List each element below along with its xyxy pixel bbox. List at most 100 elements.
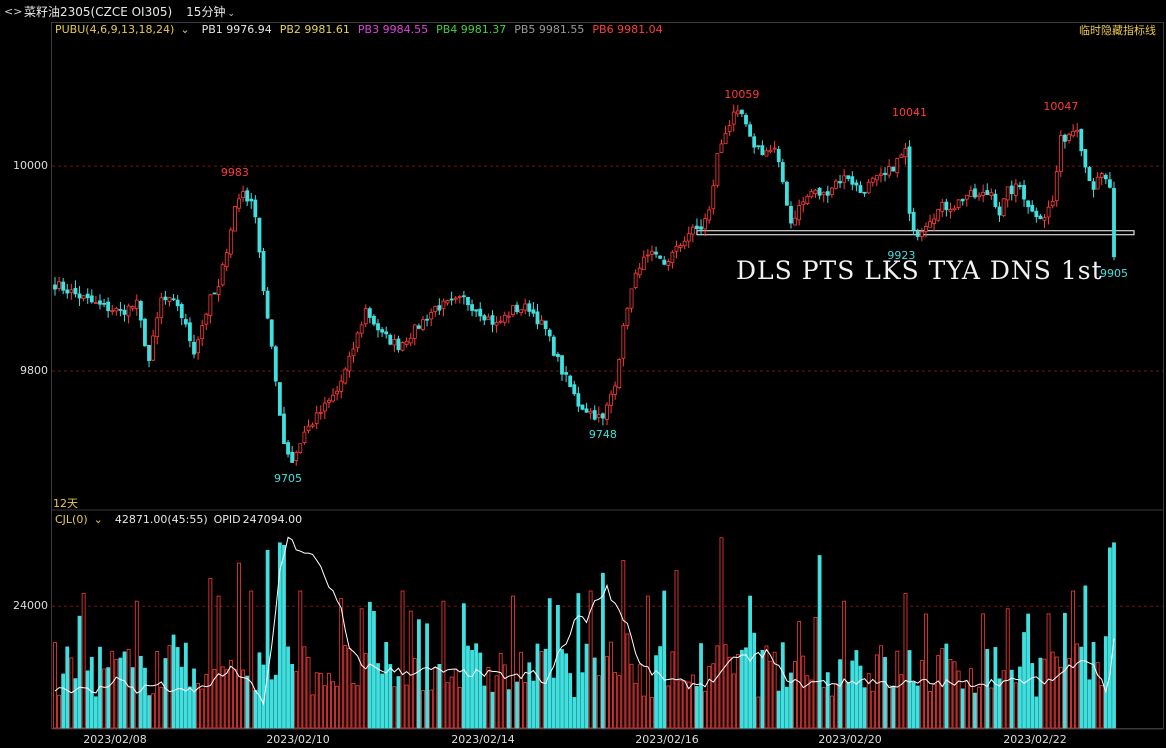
volume-bar	[102, 668, 106, 729]
candle-body	[282, 413, 286, 445]
candle-body	[400, 342, 405, 351]
volume-bar	[1046, 613, 1051, 729]
volume-bar	[670, 651, 675, 729]
volume-bar	[883, 657, 887, 729]
candle-body	[220, 264, 225, 286]
price-extreme-label: 9923	[887, 249, 916, 263]
candle-body	[106, 301, 111, 312]
volume-bar	[265, 550, 270, 729]
chevron-down-icon[interactable]: ⌄	[93, 513, 103, 526]
period-selector[interactable]: 15分钟 ⌄	[186, 3, 235, 20]
volume-bar	[122, 651, 127, 729]
candle-body	[417, 325, 421, 329]
volume-bar	[228, 660, 233, 729]
volume-bar	[245, 675, 250, 729]
x-tick-label: 2023/02/14	[451, 733, 515, 746]
candle-body	[134, 299, 139, 309]
indicator-name[interactable]: PUBU(4,6,9,13,18,24) ⌄	[55, 23, 190, 36]
candle-body	[703, 218, 708, 230]
volume-bar	[1095, 662, 1100, 729]
candle-body	[764, 150, 769, 157]
volume-bar	[1013, 682, 1018, 729]
candle-body	[805, 195, 810, 205]
volume-legend: CJL(0) ⌄ 42871.00(45:55) OPID 247094.00	[55, 513, 308, 526]
volume-bar	[233, 669, 237, 729]
volume-bar	[224, 669, 229, 729]
volume-bar	[907, 650, 912, 729]
overlay-annotation: DLS PTS LKS TYA DNS 1st	[736, 256, 1103, 285]
volume-bar	[887, 685, 892, 729]
volume-bar	[846, 682, 851, 729]
candle-body	[924, 226, 928, 232]
candle-body	[952, 207, 957, 211]
volume-bar	[81, 593, 86, 729]
volume-bar	[911, 681, 916, 729]
candle-body	[130, 306, 135, 309]
chevron-down-icon[interactable]: ⌄	[180, 23, 190, 36]
volume-bar	[118, 657, 123, 729]
volume-bar	[895, 650, 900, 729]
volume-bar	[617, 675, 622, 729]
candle-body	[756, 145, 761, 148]
volume-bar	[73, 678, 78, 729]
candle-body	[188, 322, 192, 342]
volume-bar	[985, 648, 990, 729]
candle-body	[576, 393, 581, 407]
volume-bar	[1034, 696, 1039, 729]
candle-body	[494, 322, 499, 326]
volume-bar	[964, 680, 969, 729]
candle-body	[1079, 128, 1084, 152]
volume-bar	[453, 668, 458, 729]
volume-bar	[870, 690, 875, 729]
volume-bar	[899, 674, 904, 729]
volume-bar	[752, 632, 757, 729]
volume-bar	[249, 590, 254, 729]
candle-body	[461, 295, 466, 298]
candle-body	[1050, 201, 1055, 207]
volume-bar	[592, 657, 597, 729]
volume-bar	[760, 649, 765, 729]
instrument-title[interactable]: 菜籽油2305(CZCE OI305)	[24, 4, 173, 19]
volume-bar	[1030, 663, 1035, 729]
volume-bar	[784, 686, 789, 729]
volume-bar	[1075, 643, 1080, 729]
volume-bar	[703, 690, 708, 729]
volume-bar	[874, 654, 879, 729]
volume-bar	[719, 537, 724, 729]
volume-bar	[417, 619, 421, 729]
volume-bar	[940, 648, 945, 729]
candle-body	[175, 299, 180, 307]
candle-body	[744, 114, 748, 125]
candle-body	[543, 320, 548, 330]
candle-body	[617, 359, 622, 389]
candle-body	[944, 201, 949, 211]
candle-body	[797, 205, 802, 221]
volume-bar	[772, 651, 777, 729]
candle-body	[408, 337, 413, 344]
volume-bar	[666, 685, 671, 729]
volume-bar	[654, 655, 658, 729]
volume-bar	[519, 651, 524, 729]
candle-body	[474, 309, 479, 312]
volume-bar	[956, 670, 961, 729]
volume-bar	[621, 560, 626, 729]
candle-body	[842, 175, 847, 183]
volume-indicator-name[interactable]: CJL(0) ⌄	[55, 513, 103, 526]
volume-bar	[130, 667, 135, 729]
candle-body	[731, 111, 736, 125]
candle-body	[118, 308, 123, 311]
volume-bar	[470, 650, 474, 729]
support-line	[696, 230, 1135, 236]
candle-body	[568, 375, 573, 388]
candle-body	[351, 348, 356, 357]
candle-body	[772, 147, 777, 150]
link-icon[interactable]: <>	[4, 4, 23, 18]
volume-bar	[306, 656, 311, 729]
candle-body	[204, 313, 209, 325]
volume-bar	[449, 676, 454, 729]
hide-indicator-button[interactable]: 临时隐藏指标线	[1079, 24, 1156, 37]
volume-bar	[511, 595, 515, 729]
volume-bar	[1054, 656, 1059, 729]
volume-bar	[523, 682, 528, 729]
volume-bar	[1009, 669, 1014, 729]
